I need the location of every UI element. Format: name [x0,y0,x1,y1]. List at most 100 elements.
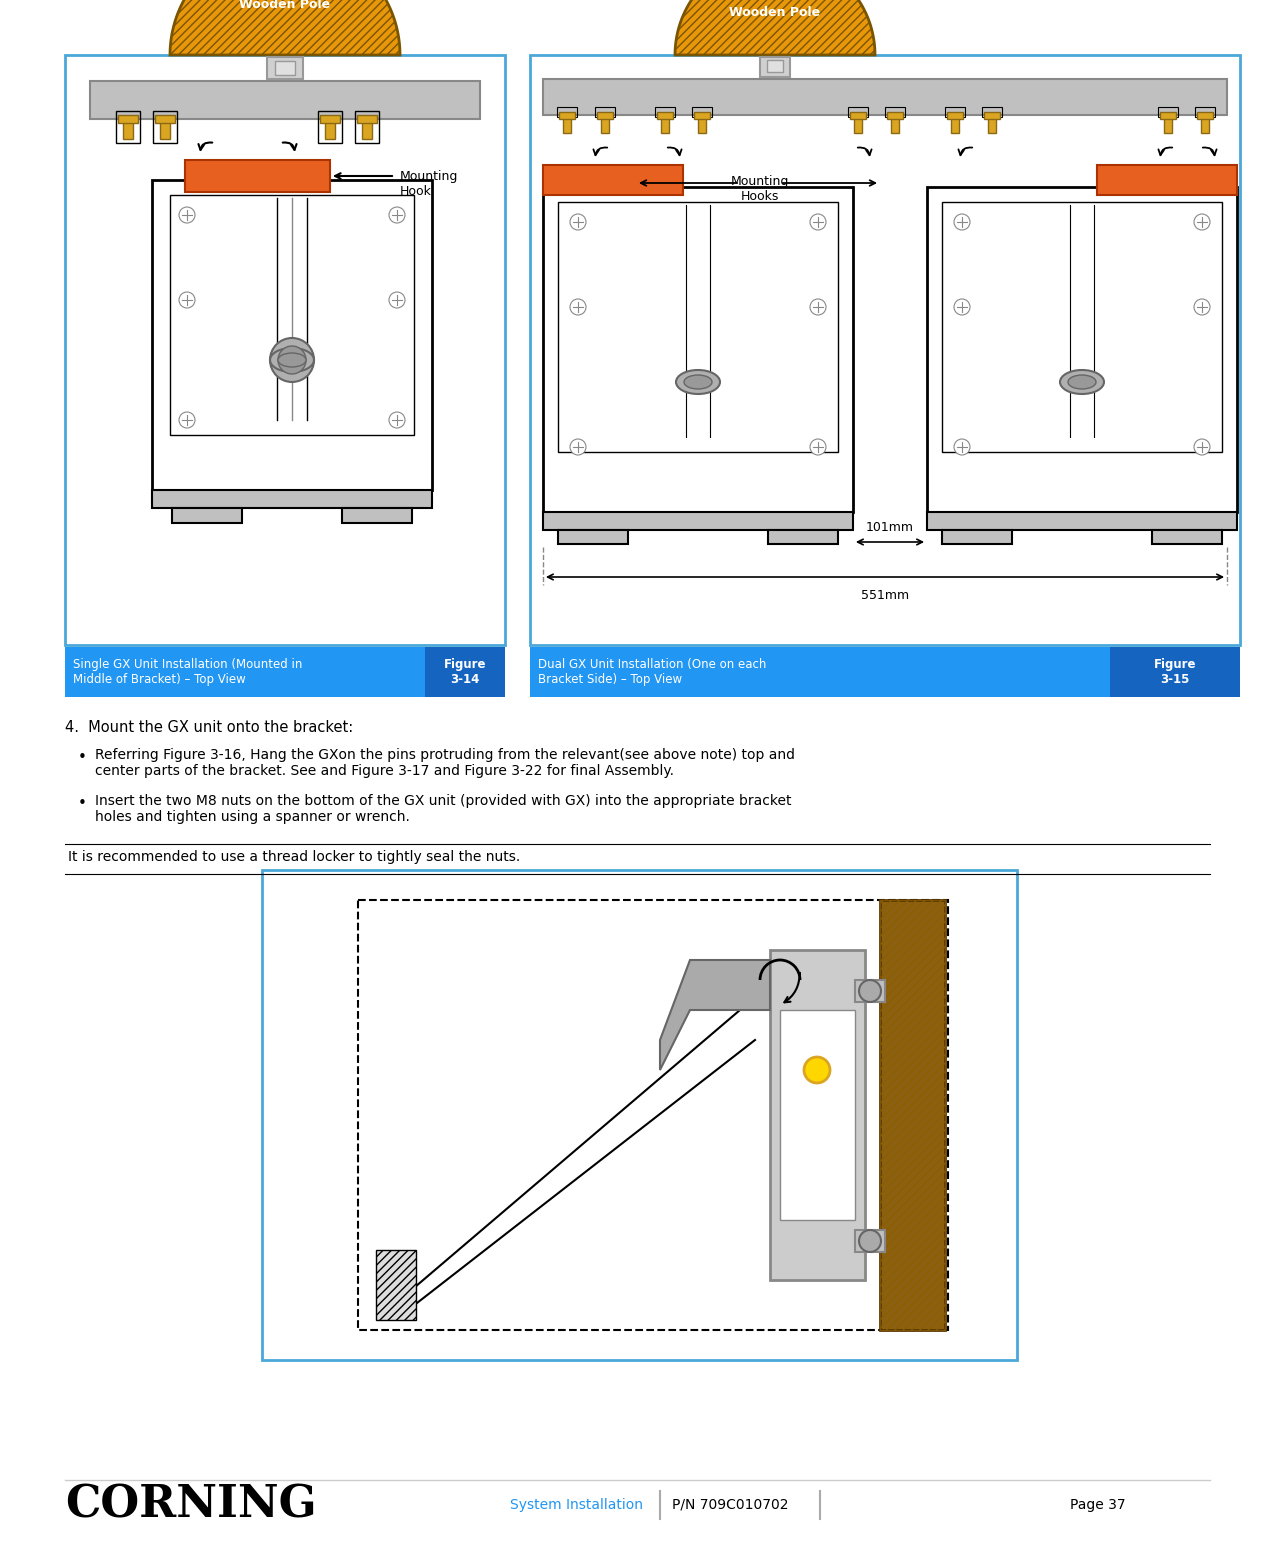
Bar [1195,107,1215,118]
Bar [768,529,838,543]
Text: Single GX Unit Installation (Mounted in
Middle of Bracket) – Top View: Single GX Unit Installation (Mounted in … [73,658,302,686]
Circle shape [389,412,405,427]
Bar [942,201,1221,452]
Circle shape [270,337,314,382]
Circle shape [859,1231,881,1252]
Bar [880,899,945,1330]
Bar [558,111,575,119]
Bar [1153,529,1221,543]
Bar [65,647,425,697]
Bar [357,115,377,122]
Bar [530,647,1111,697]
Bar [768,60,783,73]
Circle shape [278,347,306,375]
Bar [854,115,862,133]
Circle shape [954,214,970,231]
Circle shape [1193,299,1210,314]
Ellipse shape [683,375,711,389]
Bar [891,115,899,133]
Text: It is recommended to use a thread locker to tightly seal the nuts.: It is recommended to use a thread locker… [68,850,520,864]
Bar [856,1231,885,1252]
Bar [660,115,669,133]
Bar [376,1249,416,1320]
Bar [697,115,706,133]
Bar [543,79,1227,115]
Text: System Installation: System Installation [510,1498,643,1512]
Circle shape [570,299,586,314]
Bar [601,115,609,133]
Bar [657,111,673,119]
Bar [116,111,140,142]
Text: Insert the two M8 nuts on the bottom of the GX unit (provided with GX) into the : Insert the two M8 nuts on the bottom of … [96,794,792,824]
Bar [1096,166,1237,195]
Ellipse shape [1060,370,1104,395]
Bar [655,107,674,118]
Text: 4.  Mount the GX unit onto the bracket:: 4. Mount the GX unit onto the bracket: [65,720,353,735]
Circle shape [179,412,195,427]
Text: P/N 709C010702: P/N 709C010702 [672,1498,788,1512]
Bar [558,529,629,543]
Circle shape [954,299,970,314]
Bar [885,107,905,118]
Circle shape [570,214,586,231]
Text: 551mm: 551mm [861,588,909,602]
Bar [880,899,945,1330]
Bar [564,115,571,133]
Bar [425,647,505,697]
Circle shape [805,1057,830,1084]
Bar [982,107,1002,118]
Bar [543,166,683,195]
Bar [951,115,959,133]
Text: •: • [78,749,87,765]
Bar [984,111,1000,119]
Circle shape [1193,440,1210,455]
Bar [848,107,868,118]
Bar [185,159,330,192]
Bar [887,111,903,119]
Bar [770,950,864,1280]
Bar [172,508,242,523]
Bar [152,180,432,491]
Bar [595,107,615,118]
Ellipse shape [1068,375,1096,389]
Text: CORNING: CORNING [65,1483,316,1526]
Text: Wooden Pole: Wooden Pole [729,6,821,20]
Circle shape [570,440,586,455]
Text: Figure
3-14: Figure 3-14 [444,658,486,686]
Bar [362,119,372,139]
Circle shape [810,214,826,231]
Bar [760,57,790,77]
Bar [945,107,965,118]
Bar [122,119,133,139]
Ellipse shape [676,370,720,395]
Bar [543,512,853,529]
Bar [152,491,432,508]
Bar [1160,111,1176,119]
Bar [880,899,945,1330]
Circle shape [1193,214,1210,231]
Text: Dual GX Unit Installation (One on each
Bracket Side) – Top View: Dual GX Unit Installation (One on each B… [538,658,766,686]
Bar [325,119,335,139]
Bar [266,57,303,79]
Bar [692,107,711,118]
Bar [558,201,838,452]
Bar [342,508,412,523]
Polygon shape [660,960,770,1070]
Bar [1111,647,1241,697]
Bar [156,115,175,122]
Bar [694,111,710,119]
Bar [261,870,1017,1361]
Circle shape [389,207,405,223]
Bar [557,107,578,118]
Circle shape [179,293,195,308]
Ellipse shape [270,348,314,372]
Bar [354,111,379,142]
Bar [927,512,1237,529]
Bar [1197,111,1213,119]
Circle shape [179,207,195,223]
Bar [153,111,177,142]
Bar [597,111,613,119]
Circle shape [859,980,881,1002]
Text: Mounting
Hooks: Mounting Hooks [731,175,789,203]
Bar [856,980,885,1002]
